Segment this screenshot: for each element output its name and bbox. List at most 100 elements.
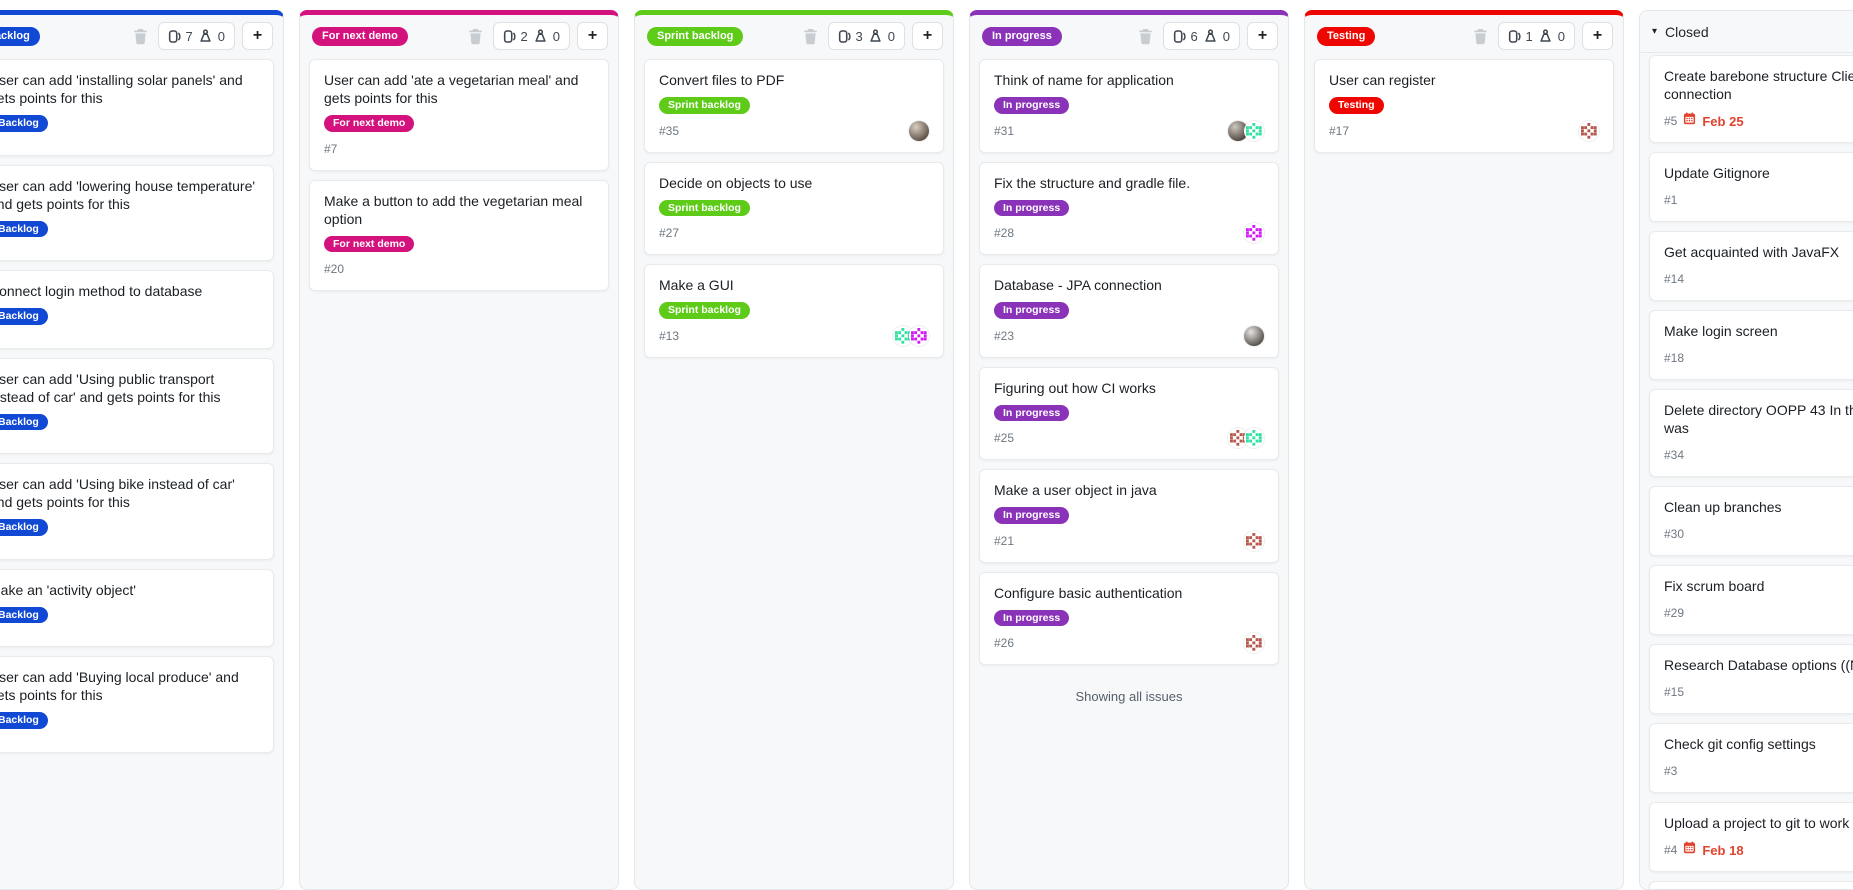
card[interactable]: Connect login method to database Backlog bbox=[0, 270, 274, 349]
card[interactable]: Make login screen #18 bbox=[1649, 310, 1853, 380]
card-label-row: Backlog bbox=[0, 412, 259, 430]
card[interactable]: Make a GUI Sprint backlog #13 bbox=[644, 264, 944, 358]
add-card-button[interactable]: + bbox=[577, 22, 608, 50]
add-card-button[interactable]: + bbox=[1247, 22, 1278, 50]
avatar-group bbox=[1244, 223, 1264, 243]
card[interactable]: User can add 'Buying local produce' and … bbox=[0, 656, 274, 753]
card[interactable]: User can add 'lowering house temperature… bbox=[0, 164, 274, 261]
identicon-avatar[interactable] bbox=[909, 325, 929, 346]
identicon-avatar[interactable] bbox=[1244, 120, 1264, 141]
card[interactable]: User can register Testing #17 bbox=[1314, 59, 1614, 153]
card-title: User can add 'Buying local produce' and … bbox=[0, 669, 239, 703]
column-for-next-demo: For next demo 2 0 + User can add 'ate a vege… bbox=[299, 10, 619, 890]
identicon-avatar[interactable] bbox=[1228, 428, 1248, 448]
identicon-avatar[interactable] bbox=[1579, 120, 1599, 141]
card[interactable]: Convert files to PDF Sprint backlog #35 bbox=[644, 59, 944, 153]
card[interactable]: Upload a project to git to work from #4 Fe… bbox=[1649, 802, 1853, 872]
card-footer: #14 bbox=[1664, 269, 1853, 289]
delete-column-button[interactable] bbox=[465, 26, 486, 47]
card-title: Update Gitignore bbox=[1664, 165, 1770, 181]
column-header-closed: ▾ Closed bbox=[1640, 11, 1853, 53]
identicon-avatar[interactable] bbox=[893, 325, 913, 346]
issue-number: #3 bbox=[1664, 764, 1678, 778]
card[interactable]: Figuring out how CI works In progress #25 bbox=[979, 366, 1279, 460]
identicon-avatar[interactable] bbox=[1244, 428, 1264, 448]
identicon-avatar[interactable] bbox=[1244, 223, 1264, 243]
card-meta: #5 Feb 25 bbox=[1664, 112, 1744, 130]
issue-number: #17 bbox=[1329, 123, 1350, 138]
trash-icon bbox=[803, 28, 817, 44]
card[interactable]: User can add 'Using bike instead of car'… bbox=[0, 463, 274, 560]
card-label-row: In progress bbox=[994, 608, 1264, 626]
card-label-row: Backlog bbox=[0, 605, 259, 623]
card[interactable]: Delete directory OOPP 43 In the beginnin… bbox=[1649, 389, 1853, 477]
cards-count: 6 bbox=[1190, 28, 1198, 44]
card[interactable]: Fill in form about the project bbox=[1649, 881, 1853, 889]
issue-number: #23 bbox=[994, 328, 1015, 343]
card-label-row: Sprint backlog bbox=[659, 300, 929, 319]
avatar-group bbox=[1244, 325, 1264, 346]
column-header-testing: Testing 1 0 + bbox=[1305, 15, 1623, 57]
card-label-row: Backlog bbox=[0, 710, 259, 729]
card[interactable]: Research Database options ((No)SQL?) #15 bbox=[1649, 644, 1853, 714]
card-label-pill: For next demo bbox=[324, 235, 415, 252]
card-label-pill: Backlog bbox=[0, 413, 48, 430]
card[interactable]: Configure basic authentication In progres… bbox=[979, 571, 1279, 665]
card[interactable]: Database - JPA connection In progress #23 bbox=[979, 264, 1279, 358]
card[interactable]: Clean up branches #30 bbox=[1649, 486, 1853, 556]
card[interactable]: Make an 'activity object' Backlog bbox=[0, 568, 274, 647]
card[interactable]: Check git config settings #3 bbox=[1649, 723, 1853, 793]
identicon-avatar[interactable] bbox=[1244, 530, 1264, 551]
card-title: Convert files to PDF bbox=[659, 72, 785, 88]
card[interactable]: Make a button to add the vegetarian meal… bbox=[309, 179, 609, 291]
photo-avatar[interactable] bbox=[1244, 325, 1264, 346]
cards-count: 3 bbox=[855, 28, 863, 44]
card-label-pill: In progress bbox=[994, 302, 1070, 319]
delete-column-button[interactable] bbox=[130, 26, 151, 47]
column-tools: 3 0 + bbox=[800, 22, 943, 50]
photo-avatar[interactable] bbox=[1228, 120, 1248, 141]
photo-avatar[interactable] bbox=[909, 120, 929, 141]
card[interactable]: Think of name for application In progress… bbox=[979, 59, 1279, 153]
card-title: User can add 'Using bike instead of car'… bbox=[0, 476, 235, 510]
card-title: Configure basic authentication bbox=[994, 584, 1183, 601]
card[interactable]: Fix the structure and gradle file. In pro… bbox=[979, 161, 1279, 255]
card-label-pill: In progress bbox=[994, 199, 1070, 216]
column-in-progress: In progress 6 0 + Think of name for applicat… bbox=[969, 10, 1289, 890]
card[interactable]: Make a user object in java In progress #21 bbox=[979, 469, 1279, 563]
card-meta: #31 bbox=[994, 124, 1014, 138]
column-collapse-toggle[interactable]: ▾ Closed bbox=[1652, 24, 1709, 40]
delete-column-button[interactable] bbox=[800, 26, 821, 47]
card-title: Database - JPA connection bbox=[994, 277, 1162, 293]
card-meta: #1 bbox=[1664, 193, 1677, 207]
column-header-for-next-demo: For next demo 2 0 + bbox=[300, 15, 618, 57]
calendar-icon bbox=[1683, 841, 1696, 859]
card[interactable]: Decide on objects to use Sprint backlog #2… bbox=[644, 161, 944, 255]
delete-column-button[interactable] bbox=[1135, 26, 1156, 47]
due-date: Feb 18 bbox=[1702, 842, 1744, 858]
add-card-button[interactable]: + bbox=[1582, 22, 1613, 50]
card-footer: #35 bbox=[659, 120, 929, 141]
issue-number: #25 bbox=[994, 431, 1015, 445]
card-title: Get acquainted with JavaFX bbox=[1664, 244, 1840, 260]
card-footer: #15 bbox=[1664, 682, 1853, 702]
card-footer: #13 bbox=[659, 325, 929, 346]
identicon-avatar[interactable] bbox=[1244, 633, 1264, 653]
card[interactable]: Update Gitignore #1 bbox=[1649, 152, 1853, 222]
card-title: User can add 'lowering house temperature… bbox=[0, 177, 256, 212]
card-footer: #21 bbox=[994, 530, 1264, 551]
card[interactable]: Create barebone structure Client-Server … bbox=[1649, 55, 1853, 143]
card-label-row: Sprint backlog bbox=[659, 95, 929, 114]
card[interactable]: User can add 'ate a vegetarian meal' and… bbox=[309, 59, 609, 171]
card[interactable]: Get acquainted with JavaFX #14 bbox=[1649, 231, 1853, 301]
add-card-button[interactable]: + bbox=[912, 22, 943, 50]
card-title: Clean up branches bbox=[1664, 499, 1782, 515]
add-card-button[interactable]: + bbox=[242, 22, 273, 50]
card[interactable]: User can add 'Using public transport ins… bbox=[0, 357, 274, 454]
column-tools: 1 0 + bbox=[1470, 22, 1613, 50]
card[interactable]: User can add 'installing solar panels' a… bbox=[0, 59, 274, 156]
cards-count-icon bbox=[838, 29, 851, 44]
delete-column-button[interactable] bbox=[1470, 26, 1491, 47]
card[interactable]: Fix scrum board #29 bbox=[1649, 565, 1853, 635]
